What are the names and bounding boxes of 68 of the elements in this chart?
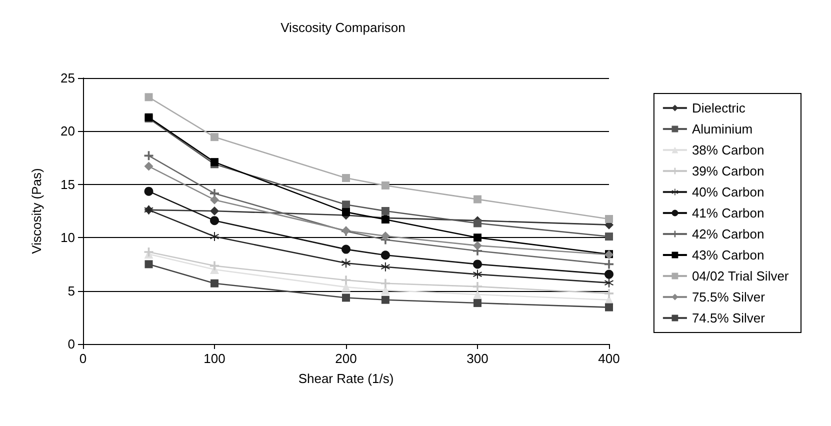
point <box>604 270 614 279</box>
point <box>473 282 482 292</box>
point <box>473 241 482 250</box>
point <box>381 216 390 224</box>
point <box>604 260 614 269</box>
point <box>144 162 154 171</box>
point <box>210 232 219 242</box>
x-axis-title: Shear Rate (1/s) <box>298 371 394 386</box>
point <box>210 195 219 204</box>
point <box>380 250 390 260</box>
legend-label: 40% Carbon <box>692 184 764 200</box>
y-tick-label: 20 <box>60 124 75 139</box>
legend-label: 43% Carbon <box>692 248 764 262</box>
point <box>342 174 350 182</box>
point <box>342 276 350 285</box>
point <box>473 270 482 279</box>
legend-label: 75.5% Silver <box>692 290 766 304</box>
legend-label: 39% Carbon <box>692 164 764 178</box>
y-axis-title: Viscosity (Pas) <box>29 168 44 254</box>
point <box>473 290 482 300</box>
x-tick-label: 100 <box>204 351 226 366</box>
point <box>342 244 350 254</box>
point <box>342 200 350 209</box>
point <box>604 278 614 288</box>
point <box>474 219 482 228</box>
legend-label: 42% Carbon <box>692 226 764 242</box>
point <box>474 234 482 242</box>
y-tick-label: 10 <box>60 230 75 246</box>
point <box>342 294 350 302</box>
point <box>474 195 482 204</box>
x-tick-label: 0 <box>79 351 87 366</box>
point <box>604 288 614 298</box>
y-tick-label: 0 <box>68 336 75 352</box>
point <box>605 232 613 241</box>
x-tick-label: 300 <box>466 351 488 366</box>
legend-label: Aluminium <box>692 122 753 136</box>
point <box>474 299 482 308</box>
point <box>381 207 390 215</box>
legend-label: 41% Carbon <box>692 206 764 220</box>
x-tick-label: 400 <box>598 351 620 366</box>
point <box>144 247 154 256</box>
point <box>144 186 154 196</box>
point <box>342 208 350 216</box>
legend-label: 38% Carbon <box>692 142 764 158</box>
point <box>210 206 219 216</box>
point <box>473 260 482 269</box>
point <box>380 262 390 272</box>
point <box>381 181 390 190</box>
y-tick-label: 25 <box>60 70 75 86</box>
point <box>210 261 219 270</box>
point <box>144 260 153 268</box>
point <box>380 278 390 288</box>
chart-title: Viscosity Comparison <box>280 20 406 35</box>
x-tick-label: 200 <box>335 351 357 366</box>
point <box>210 216 219 226</box>
point <box>144 93 153 102</box>
legend-label: 04/02 Trial Silver <box>692 268 790 284</box>
legend-label: Dielectric <box>692 100 746 116</box>
point <box>605 214 613 223</box>
point <box>210 279 218 288</box>
y-tick-label: 5 <box>68 283 75 298</box>
point <box>210 133 218 142</box>
point <box>380 232 390 241</box>
point <box>381 296 390 304</box>
legend-label: 74.5% Silver <box>692 310 766 326</box>
point <box>605 303 613 312</box>
point <box>342 258 350 268</box>
y-tick-label: 15 <box>60 176 75 192</box>
